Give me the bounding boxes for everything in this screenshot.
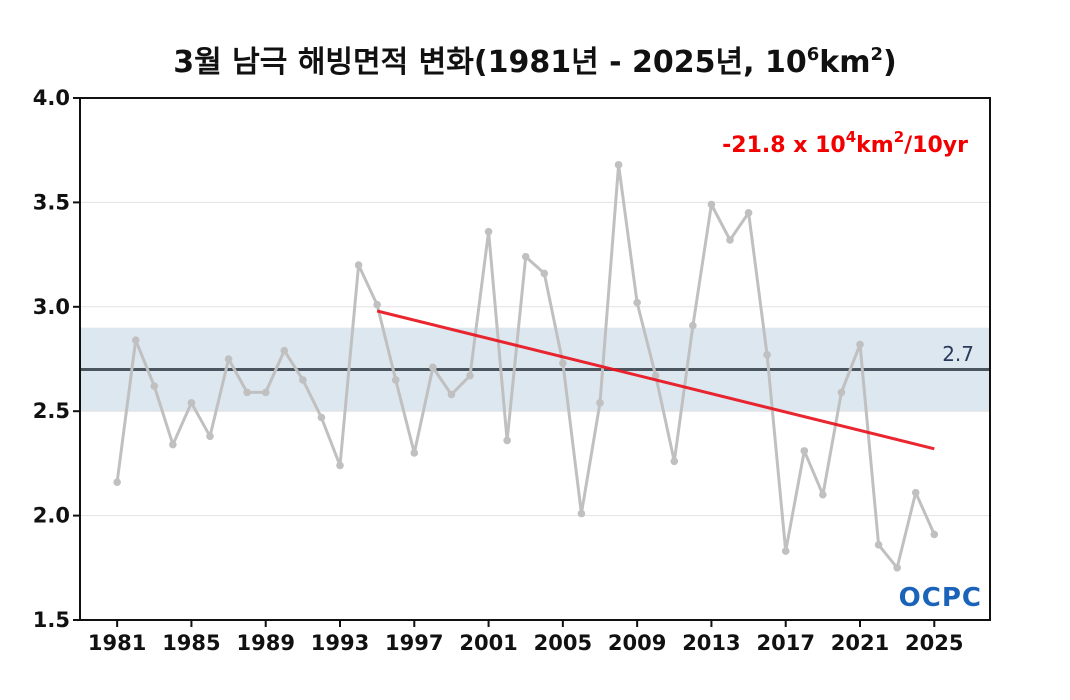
x-tick-label: 1989 xyxy=(236,631,294,655)
data-point xyxy=(819,490,827,499)
data-point xyxy=(336,461,344,470)
data-point xyxy=(243,388,251,397)
x-tick-label: 2017 xyxy=(756,631,814,655)
data-point xyxy=(206,432,214,441)
data-point xyxy=(837,388,846,397)
data-point xyxy=(224,355,233,363)
data-point xyxy=(781,547,790,555)
x-tick-label: 2005 xyxy=(534,631,592,655)
x-tick-label: 1985 xyxy=(162,631,220,655)
data-point xyxy=(763,351,771,359)
data-point xyxy=(521,252,530,261)
mean-value-label: 2.7 xyxy=(942,342,974,366)
data-point xyxy=(893,564,901,572)
data-point xyxy=(577,509,586,518)
plot-area: 1.5 2.0 2.5 3.0 3.5 4.0 1981 1985 1989 1993 1997 20… xyxy=(33,86,991,655)
x-tick-label: 1997 xyxy=(385,631,443,655)
x-tick-label: 2001 xyxy=(459,631,517,655)
data-point xyxy=(410,449,419,457)
axes-frame xyxy=(79,97,991,621)
x-tick-label: 2013 xyxy=(682,631,740,655)
ocpc-logo: OCPC xyxy=(899,583,982,613)
data-point xyxy=(670,457,679,466)
data-point xyxy=(930,530,939,539)
y-tick-label: 3.5 xyxy=(33,190,70,214)
data-point xyxy=(261,388,270,397)
data-point xyxy=(559,359,567,367)
data-point xyxy=(633,298,641,307)
data-point xyxy=(596,399,604,407)
y-tick-label: 2.5 xyxy=(33,399,70,423)
data-point xyxy=(874,541,883,549)
data-point xyxy=(911,488,920,497)
data-point xyxy=(466,371,474,380)
data-point xyxy=(429,363,437,372)
data-point xyxy=(150,382,159,390)
data-point xyxy=(726,236,734,244)
y-tick-label: 4.0 xyxy=(33,86,70,110)
data-point xyxy=(299,376,307,384)
data-point xyxy=(280,346,289,355)
data-point xyxy=(131,336,140,345)
data-point xyxy=(651,371,660,380)
y-tick-label: 1.5 xyxy=(33,608,70,632)
x-tick-label: 2009 xyxy=(608,631,666,655)
data-point xyxy=(447,390,456,399)
data-point xyxy=(744,209,753,217)
data-point xyxy=(187,399,196,407)
data-point xyxy=(856,340,864,349)
x-tick-label: 2025 xyxy=(905,631,963,655)
data-point xyxy=(614,161,623,169)
y-tick-label: 3.0 xyxy=(33,295,70,319)
chart-title: 3월 남극 해빙면적 변화(1981년 - 2025년, 106km2) xyxy=(173,44,896,80)
data-point xyxy=(540,269,549,278)
data-point xyxy=(503,436,511,445)
x-tick-label: 2021 xyxy=(831,631,889,655)
data-point xyxy=(354,261,363,269)
data-point xyxy=(484,227,493,236)
data-point xyxy=(373,300,381,309)
data-point xyxy=(689,321,697,330)
data-point xyxy=(707,200,716,209)
data-point xyxy=(113,478,121,486)
y-tick-label: 2.0 xyxy=(33,504,70,528)
trend-line xyxy=(376,309,935,451)
data-point xyxy=(800,447,809,455)
x-tick-label: 1981 xyxy=(88,631,146,655)
data-point xyxy=(317,413,326,422)
data-point xyxy=(391,376,400,384)
data-point xyxy=(169,440,177,449)
trend-label: -21.8 x 104km2/10yr xyxy=(722,128,968,158)
x-tick-label: 1993 xyxy=(311,631,369,655)
